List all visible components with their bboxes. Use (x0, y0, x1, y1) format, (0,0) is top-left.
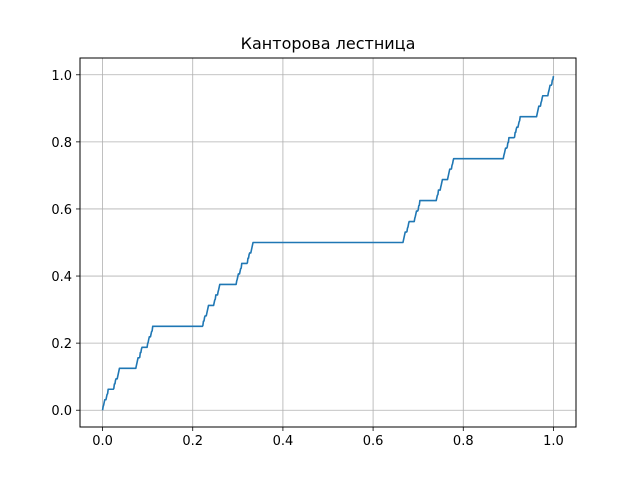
x-tick-label: 1.0 (543, 434, 564, 449)
y-tick-label: 0.4 (51, 270, 72, 285)
y-tick-label: 0.8 (51, 136, 72, 151)
y-tick-labels: 0.0 0.2 0.4 0.6 0.8 1.0 (51, 69, 72, 419)
grid-lines (80, 58, 576, 427)
series-line-cantor (101, 75, 555, 411)
y-tick-label: 0.0 (51, 404, 72, 419)
chart-title: Канторова лестница (241, 34, 416, 53)
x-tick-label: 0.4 (273, 434, 294, 449)
y-tick-label: 0.2 (51, 337, 72, 352)
axes-frame (79, 57, 577, 428)
series-layer (101, 75, 555, 411)
y-tick-label: 0.6 (51, 203, 72, 218)
y-tick-label: 1.0 (51, 69, 72, 84)
tick-marks (76, 74, 554, 431)
x-tick-labels: 0.0 0.2 0.4 0.6 0.8 1.0 (92, 434, 564, 449)
x-tick-label: 0.8 (453, 434, 474, 449)
x-tick-label: 0.2 (182, 434, 203, 449)
x-tick-label: 0.0 (92, 434, 113, 449)
x-tick-label: 0.6 (363, 434, 384, 449)
